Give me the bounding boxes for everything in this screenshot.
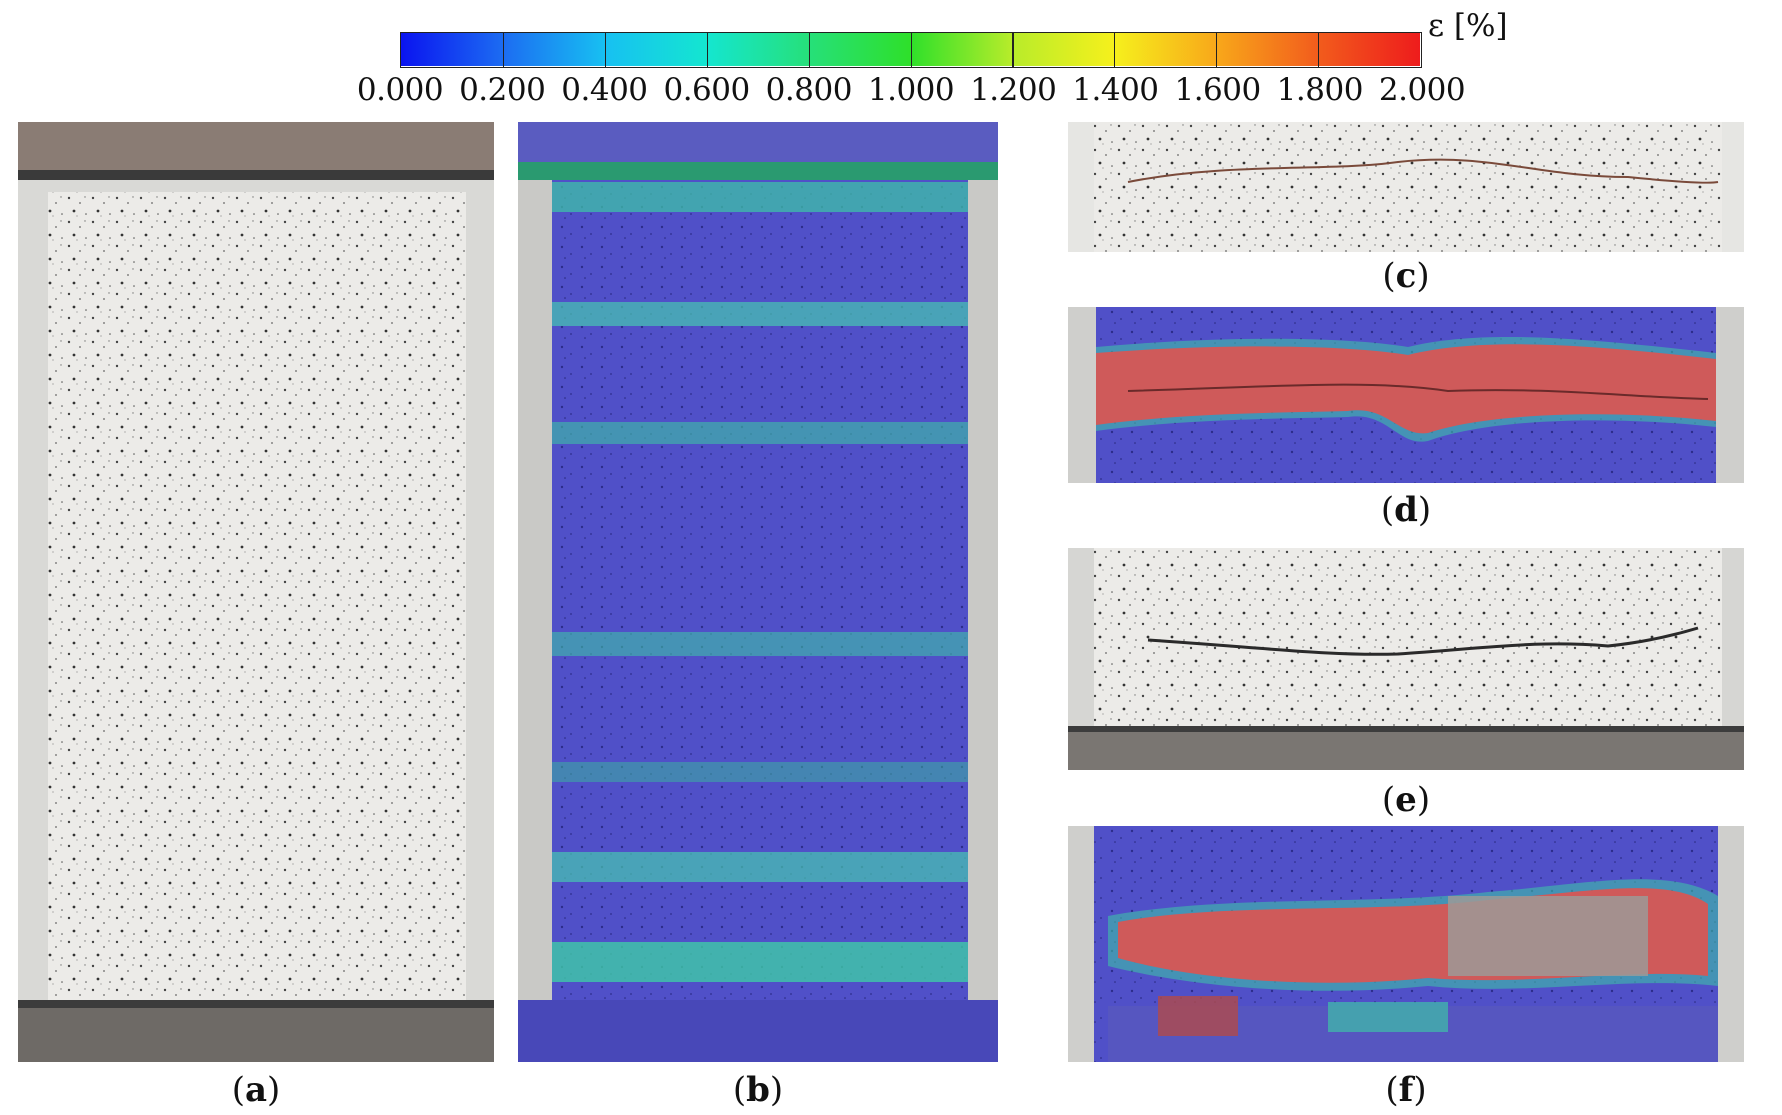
colorbar-division <box>604 33 606 67</box>
colorbar-division <box>1318 33 1320 67</box>
panel-b-image <box>518 122 998 1062</box>
panel-caption-b: (b) <box>732 1070 784 1110</box>
colorbar-division <box>1012 33 1014 67</box>
panel-c-image <box>1068 122 1744 252</box>
caption-letter: e <box>1395 780 1417 820</box>
colorbar-tick-label: 1.800 <box>1276 72 1364 108</box>
colorbar-tick-label: 1.400 <box>1072 72 1159 108</box>
panel-caption-f: (f) <box>1385 1070 1427 1110</box>
caption-letter: b <box>746 1070 770 1110</box>
caption-letter: f <box>1398 1070 1414 1110</box>
panel-caption-d: (d) <box>1380 490 1432 530</box>
colorbar-tick-label: 0.200 <box>459 72 546 108</box>
colorbar-division <box>1114 33 1116 67</box>
colorbar-division <box>808 33 810 67</box>
panel-caption-e: (e) <box>1381 780 1431 820</box>
colorbar-division <box>502 33 505 67</box>
panel-caption-a: (a) <box>231 1070 281 1110</box>
colorbar-tick-label: 0.800 <box>765 72 853 108</box>
colorbar-division <box>910 33 912 67</box>
colorbar-unit-label: ε [%] <box>1428 8 1508 44</box>
panel-a-image <box>18 122 494 1062</box>
caption-letter: d <box>1394 490 1418 530</box>
colorbar-tick-label: 0.000 <box>356 72 444 108</box>
colorbar-tick-label: 1.600 <box>1174 72 1261 108</box>
panel-caption-c: (c) <box>1382 256 1430 296</box>
colorbar-tick-label: 2.000 <box>1378 72 1466 108</box>
panel-d-image <box>1068 307 1744 483</box>
colorbar-tick-label: 1.000 <box>867 72 955 108</box>
colorbar-division <box>1216 33 1218 67</box>
colorbar-tick-label: 0.400 <box>561 72 648 108</box>
caption-letter: c <box>1395 256 1417 296</box>
colorbar-tick-label: 0.600 <box>663 72 750 108</box>
colorbar-tick-label: 1.200 <box>970 72 1057 108</box>
strain-colorbar <box>400 32 1422 68</box>
colorbar-division <box>706 33 708 67</box>
caption-letter: a <box>244 1070 268 1110</box>
panel-e-image <box>1068 548 1744 770</box>
panel-f-image <box>1068 826 1744 1062</box>
